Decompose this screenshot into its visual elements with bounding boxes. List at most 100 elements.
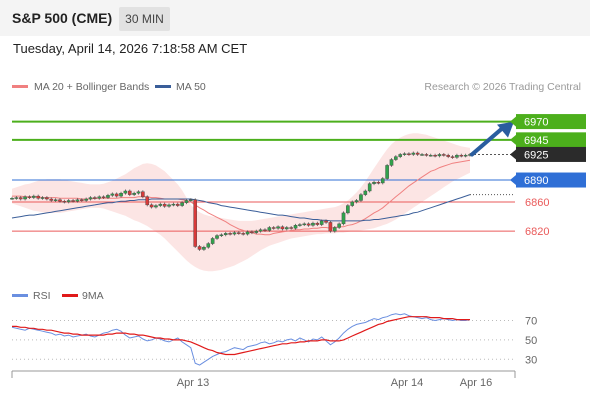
candle-body (341, 212, 346, 225)
level-label-6925: 6925 (524, 149, 548, 161)
candle-body (385, 165, 389, 179)
candle-body (119, 192, 123, 197)
candle-body (415, 152, 420, 155)
level-tag-pointer (510, 175, 516, 186)
candle-body (315, 222, 320, 225)
ma20-line (12, 159, 471, 236)
candle-body (154, 205, 158, 208)
level-label-6945: 6945 (524, 135, 548, 147)
candle-body (350, 201, 355, 206)
candle-body (93, 197, 97, 199)
candle-body (450, 156, 455, 158)
candle-body (101, 196, 106, 199)
candle-body (97, 196, 102, 199)
candle-body (245, 231, 250, 235)
candle-body (289, 227, 293, 229)
ma9-legend-swatch (62, 294, 78, 297)
x-tick-label: Apr 14 (391, 377, 423, 389)
x-tick-label: Apr 16 (460, 377, 492, 389)
level-tag-pointer (510, 134, 516, 145)
rsi-ma9-line (12, 316, 470, 356)
candle-body (280, 226, 285, 230)
forecast-arrow-shaft (470, 126, 504, 157)
level-tag-6945 (516, 132, 586, 148)
candle-body (394, 156, 398, 160)
rsi-panel: 70 50 30 (11, 313, 537, 366)
instrument-title: S&P 500 (CME) (12, 10, 113, 26)
candle-body (88, 197, 93, 200)
candle-body (49, 198, 54, 201)
candle-body (66, 200, 71, 203)
candle-body (23, 196, 27, 200)
ma9-legend-label: 9MA (82, 290, 104, 302)
candle-body (346, 205, 350, 214)
candle-body (18, 197, 23, 200)
level-tag-6890 (516, 172, 586, 188)
rsi-tick-50: 50 (525, 335, 537, 347)
candle-body (71, 200, 75, 202)
ma50-legend-swatch (155, 85, 171, 88)
candle-body (363, 190, 368, 195)
candle-body (459, 154, 464, 157)
x-axis: Apr 13 Apr 14 Apr 16 (11, 370, 516, 389)
candle-body (293, 225, 298, 229)
candle-body (223, 233, 228, 236)
candle-body (306, 223, 311, 226)
ma20-legend-swatch (12, 85, 28, 88)
candle-body (171, 203, 176, 206)
level-label-6820: 6820 (525, 226, 549, 238)
candle-body (132, 192, 136, 195)
candle-body (271, 227, 276, 229)
candle-body (14, 197, 19, 199)
candle-body (162, 203, 167, 207)
candle-body (32, 195, 36, 198)
candle-body (332, 227, 337, 232)
candle-body (141, 191, 145, 198)
candle-body (402, 153, 407, 155)
candle-body (84, 198, 88, 201)
candle-body (328, 222, 333, 232)
candle-body (437, 154, 442, 157)
candle-body (10, 198, 14, 200)
candle-body (359, 194, 363, 201)
candle-body (202, 247, 206, 250)
candle-body (285, 227, 289, 230)
level-tag-6970 (516, 114, 586, 130)
candle-body (158, 203, 163, 206)
candle-body (276, 226, 280, 229)
candle-body (136, 191, 141, 194)
candle-body (319, 220, 324, 225)
candle-body (232, 232, 237, 235)
forecast-arrow-head (497, 121, 514, 138)
candle-body (175, 203, 180, 206)
level-tag-6925 (516, 146, 586, 162)
candle-body (354, 200, 359, 203)
candle-body (114, 193, 119, 197)
candle-body (45, 197, 49, 200)
candles-layer (10, 151, 472, 251)
candle-body (180, 202, 184, 206)
candle-body (442, 154, 446, 156)
candle-body (145, 196, 150, 206)
level-label-6890: 6890 (524, 175, 548, 187)
level-tag-pointer (510, 116, 516, 127)
chart-header: S&P 500 (CME) 30 MIN (0, 0, 590, 36)
forecast-arrow-layer (470, 121, 514, 157)
candle-body (389, 159, 394, 166)
candle-body (110, 193, 115, 196)
timeframe-button[interactable]: 30 MIN (119, 7, 170, 31)
candle-body (167, 204, 171, 207)
candle-body (123, 190, 128, 194)
rsi-legend-label: RSI (33, 290, 51, 302)
candle-body (27, 196, 32, 199)
candle-body (184, 200, 189, 203)
candle-body (298, 224, 302, 226)
candle-body (446, 154, 450, 157)
candle-body (36, 195, 40, 199)
moving-averages-layer (11, 159, 515, 236)
rsi-tick-70: 70 (525, 316, 537, 328)
candle-body (53, 199, 58, 201)
candle-body (420, 154, 424, 156)
candle-body (219, 234, 224, 237)
